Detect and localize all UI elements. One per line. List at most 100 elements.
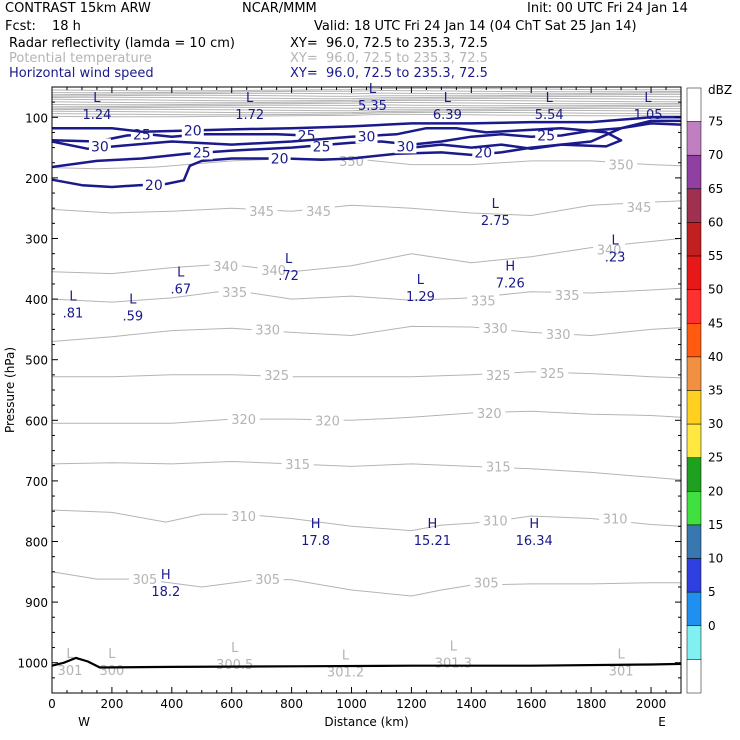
x-axis-label: Distance (km) (324, 715, 408, 729)
y-tick-label: 300 (25, 233, 48, 247)
wind-contour-label: 25 (193, 145, 211, 161)
wind-label-mask (190, 144, 213, 160)
theta-contour-label: 345 (249, 205, 274, 220)
theta-contour-label: 315 (486, 460, 511, 475)
x-tick-label: 0 (48, 697, 56, 711)
low-value-label: 6.39 (433, 108, 462, 123)
theta-contour-label: 325 (540, 367, 565, 382)
colorbar-tick-label: 60 (708, 215, 723, 229)
colorbar-swatch (686, 87, 702, 122)
y-tick-label: 100 (25, 111, 48, 125)
wind-contour-label: 20 (474, 145, 492, 161)
x-tick-label: 1400 (456, 697, 487, 711)
wind-contour-line (52, 116, 681, 134)
theta-upper-contour-line (51, 93, 681, 97)
high-value-label: 16.34 (516, 534, 553, 549)
y-tick-label: 500 (25, 354, 48, 368)
theta-label-mask (257, 262, 290, 278)
theta-label-mask (311, 412, 344, 428)
low-marker: L (342, 649, 350, 664)
theta-upper-contour-line (51, 97, 682, 102)
colorbar-tick-label: 0 (708, 619, 716, 633)
y-tick-label: 900 (25, 596, 48, 610)
theta-contour-line (52, 371, 682, 379)
wind-label-mask (142, 177, 165, 193)
colorbar-swatch (686, 356, 702, 391)
x-end-label-west: W (78, 715, 90, 729)
colorbar-tick-label: 50 (708, 283, 723, 297)
low-marker: L (93, 91, 101, 106)
theta-label-mask (470, 574, 503, 590)
low-value-label: 301 (58, 664, 83, 679)
theta-contour-label: 320 (231, 413, 256, 428)
theta-contour-label: 305 (474, 577, 499, 592)
terrain-line (51, 656, 682, 669)
field-xy-wind: XY= 96.0, 72.5 to 235.3, 72.5 (290, 66, 488, 81)
theta-contour-line (51, 509, 682, 532)
theta-contour-label: 310 (483, 514, 508, 529)
colorbar-swatch (686, 524, 702, 559)
x-tick-label: 200 (100, 697, 123, 711)
theta-upper-contour-line (51, 101, 682, 106)
colorbar-tick-label: 30 (708, 417, 723, 431)
fcst-value: 18 h (52, 19, 81, 34)
theta-contour-label: 335 (471, 294, 496, 309)
x-tick-label: 600 (220, 697, 243, 711)
x-tick-label: 1800 (576, 697, 607, 711)
theta-contour-label: 305 (255, 573, 280, 588)
x-tick-label: 1000 (336, 697, 367, 711)
theta-contour-label: 320 (477, 407, 502, 422)
colorbar-tick-label: 70 (708, 148, 723, 162)
low-marker: L (231, 641, 239, 656)
low-marker: L (285, 252, 293, 267)
y-tick-label: 700 (25, 475, 48, 489)
colorbar-swatch (686, 154, 702, 190)
theta-contour-label: 335 (222, 286, 247, 301)
low-marker: L (246, 91, 254, 106)
y-tick-label: 1000 (17, 657, 48, 671)
high-marker: H (428, 517, 438, 532)
theta-label-mask (227, 508, 260, 524)
wind-label-mask (268, 150, 291, 166)
field-name-theta: Potential temperature (9, 51, 152, 66)
theta-contour-line (51, 200, 682, 217)
high-marker: H (311, 517, 321, 532)
theta-contour-label: 315 (285, 458, 310, 473)
high-marker: H (529, 517, 539, 532)
theta-contour-label: 335 (555, 289, 580, 304)
theta-label-mask (482, 458, 515, 474)
theta-upper-contour-line (51, 109, 682, 114)
theta-label-mask (302, 203, 335, 219)
theta-contour-label: 330 (546, 328, 571, 343)
theta-label-mask (251, 321, 284, 337)
wind-label-mask (394, 138, 417, 154)
colorbar-swatch (686, 491, 702, 526)
y-tick-label: 600 (25, 414, 48, 428)
fcst-label: Fcst: (5, 19, 36, 34)
theta-label-mask (551, 286, 584, 302)
x-tick-label: 2000 (636, 697, 667, 711)
theta-label-mask (128, 571, 161, 587)
y-tick-label: 400 (25, 293, 48, 307)
theta-label-mask (227, 411, 260, 427)
colorbar-swatch (686, 390, 702, 425)
theta-label-mask (218, 283, 251, 299)
low-value-label: .67 (170, 283, 191, 298)
low-marker: L (369, 82, 377, 97)
low-value-label: 1.05 (634, 108, 663, 123)
theta-label-mask (536, 365, 569, 381)
colorbar-swatch (686, 222, 702, 257)
low-value-label: 300.5 (216, 658, 253, 673)
colorbar-tick-label: 20 (708, 484, 723, 498)
colorbar-swatch (686, 188, 702, 223)
theta-upper-contour-line (51, 105, 682, 109)
low-value-label: .72 (278, 269, 299, 284)
colorbar-swatch (686, 625, 702, 660)
colorbar-tick-label: 40 (708, 350, 723, 364)
colorbar-tick-label: 75 (708, 115, 723, 129)
theta-contour-label: 330 (255, 323, 280, 338)
low-value-label: 301 (609, 664, 634, 679)
low-value-label: 5.54 (535, 108, 564, 123)
theta-label-mask (479, 512, 512, 528)
